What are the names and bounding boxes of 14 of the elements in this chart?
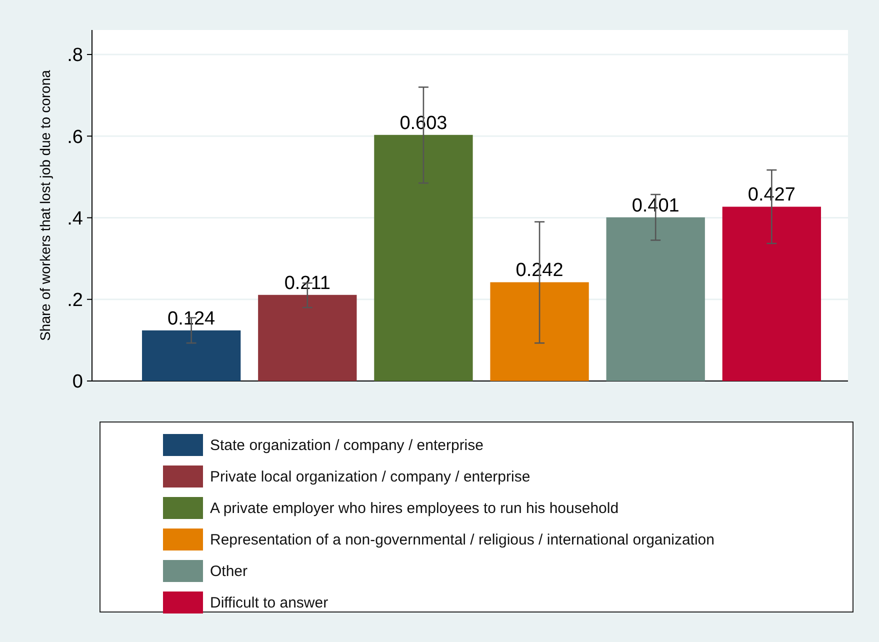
y-tick-label: .2: [67, 290, 83, 312]
legend-label: A private employer who hires employees to run his household: [210, 500, 619, 517]
legend-label: Private local organization / company / enterprise: [210, 468, 530, 486]
legend-label: Representation of a non-governmental / religious / international organization: [210, 532, 714, 548]
legend-label: Other: [210, 563, 248, 580]
y-tick-label: .4: [67, 208, 84, 230]
legend-label: State organization / company / enterprise: [210, 437, 484, 454]
legend-label: Difficult to answer: [210, 594, 328, 612]
y-axis-title: Share of workers that lost job due to corona: [37, 70, 53, 341]
y-tick-label: .6: [67, 126, 83, 148]
y-tick-label: 0: [72, 372, 83, 393]
data-label: 0.211: [284, 272, 330, 294]
y-tick-label: .8: [67, 45, 83, 66]
data-label: 0.124: [168, 308, 216, 330]
